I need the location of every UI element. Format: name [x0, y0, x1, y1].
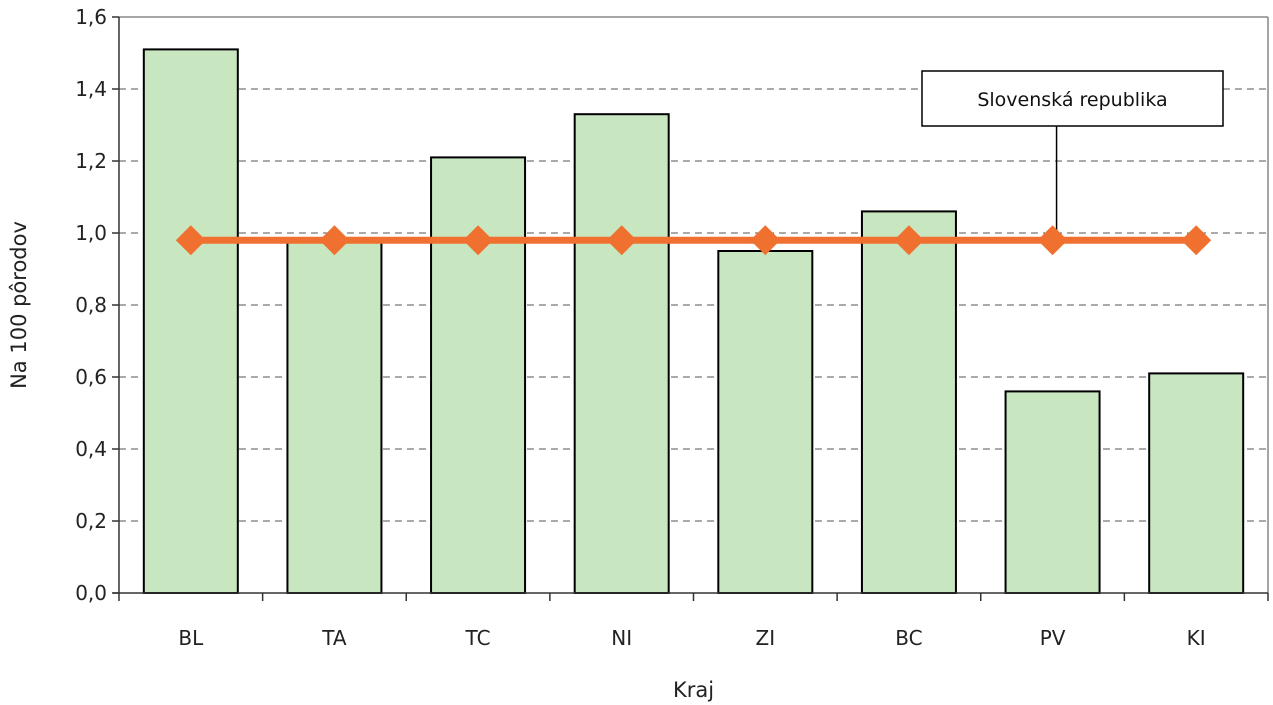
y-tick-label: 0,0: [75, 581, 107, 605]
bar: [573, 113, 670, 594]
bar: [430, 156, 527, 594]
annotation: Slovenská republika: [921, 70, 1224, 241]
x-tick-label: KI: [1187, 626, 1206, 650]
bar: [717, 250, 814, 594]
y-tick-label: 1,4: [75, 77, 107, 101]
x-tick-label: BC: [895, 626, 922, 650]
bar: [860, 210, 957, 594]
x-axis-ticks: BL TA TC NI ZI BC PV KI: [118, 593, 1269, 650]
bar: [286, 239, 383, 594]
diamond-marker: [463, 225, 494, 256]
x-tick-label: ZI: [756, 626, 776, 650]
diamond-marker: [893, 225, 924, 256]
diamond-marker: [750, 225, 781, 256]
diamond-marker: [1037, 225, 1068, 256]
annotation-box: [921, 70, 1224, 127]
bar: [1004, 390, 1101, 594]
annotation-label: Slovenská republika: [977, 89, 1167, 111]
x-tick-label: BL: [178, 626, 204, 650]
y-tick-label: 0,2: [75, 509, 107, 533]
y-tick-label: 0,6: [75, 365, 107, 389]
y-tick-label: 1,2: [75, 149, 107, 173]
y-axis-title: Na 100 pôrodov: [7, 221, 31, 389]
x-tick-label: TA: [321, 626, 347, 650]
diamond-marker: [175, 225, 206, 256]
bar: [1148, 372, 1245, 594]
bars: [142, 48, 1245, 594]
line-series: [175, 225, 1212, 256]
diamond-marker: [606, 225, 637, 256]
diamond-marker: [1181, 225, 1212, 256]
y-axis-ticks: 0,0 0,2 0,4 0,6 0,8 1,0 1,2 1,4 1,6: [75, 5, 119, 605]
x-tick-label: TC: [465, 626, 491, 650]
y-tick-label: 0,8: [75, 293, 107, 317]
y-tick-label: 1,6: [75, 5, 107, 29]
bar: [142, 48, 239, 594]
y-tick-label: 0,4: [75, 437, 107, 461]
y-tick-label: 1,0: [75, 221, 107, 245]
diamond-marker: [319, 225, 350, 256]
x-tick-label: PV: [1040, 626, 1066, 650]
x-tick-label: NI: [611, 626, 632, 650]
x-axis-title: Kraj: [673, 678, 714, 702]
